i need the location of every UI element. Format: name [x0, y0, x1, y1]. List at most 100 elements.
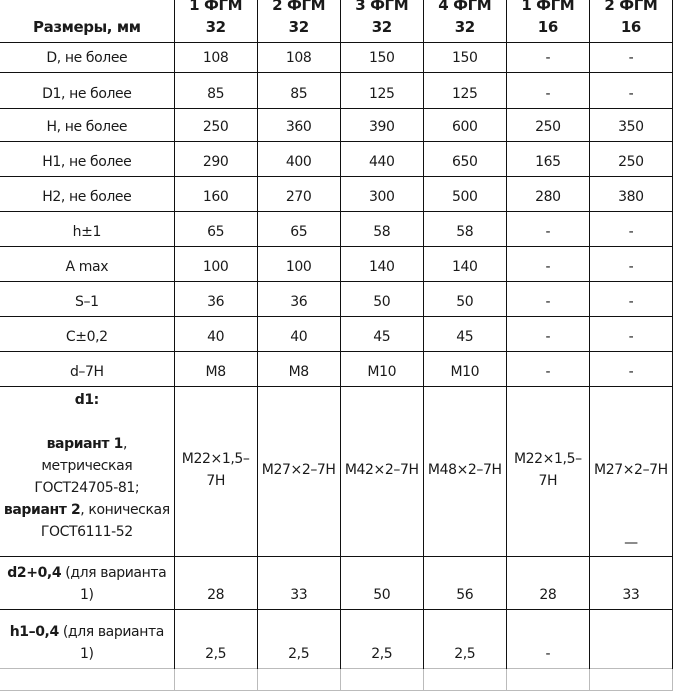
cell: 33: [256, 556, 341, 610]
cell: 650: [422, 141, 507, 177]
table-row: H1, не более 290 400 440 650 165 250: [0, 141, 673, 177]
header-col: 3 ФГМ 32: [339, 0, 424, 43]
row-label: h1–0,4 (для варианта 1): [0, 609, 175, 669]
cell: 290: [173, 141, 258, 177]
cell: -: [588, 246, 673, 282]
cell: 140: [422, 246, 507, 282]
cell: M27×2–7H: [256, 386, 341, 557]
cell: 500: [422, 176, 507, 212]
table-row: S–1 36 36 50 50- -: [0, 281, 673, 317]
cell: M22×1,5–7H: [173, 386, 258, 557]
cell: 400: [256, 141, 341, 177]
cell: 150: [339, 42, 424, 73]
cell: -: [505, 72, 590, 109]
cell: 45: [422, 316, 507, 352]
cell: 33: [588, 556, 673, 610]
table-row: h±1 65 65 58 58- -: [0, 211, 673, 247]
cell: 270: [256, 176, 341, 212]
cell: 250: [588, 141, 673, 177]
cell: 165: [505, 141, 590, 177]
row-label: H, не более: [0, 108, 175, 142]
cell: -: [588, 316, 673, 352]
header-col: 2 ФГМ 32: [256, 0, 341, 43]
cell: 28: [173, 556, 258, 610]
cell: -: [505, 351, 590, 387]
cell: 125: [339, 72, 424, 109]
cell: 2,5: [173, 609, 258, 669]
cell: -: [588, 351, 673, 387]
cell: 50: [339, 556, 424, 610]
cell: 85: [256, 72, 341, 109]
cell: -: [505, 316, 590, 352]
cell: 125: [422, 72, 507, 109]
cell: 108: [173, 42, 258, 73]
cell: M42×2–7H: [339, 386, 424, 557]
cell: 160: [173, 176, 258, 212]
cell: 50: [339, 281, 424, 317]
cell: 2,5: [422, 609, 507, 669]
cell: [588, 609, 673, 669]
row-label: h±1: [0, 211, 175, 247]
cell: 65: [173, 211, 258, 247]
header-label: Размеры, мм: [0, 0, 175, 43]
row-label: C±0,2: [0, 316, 175, 352]
table-row: D1, не более 85 85 125 125- -: [0, 72, 673, 109]
cell: 440: [339, 141, 424, 177]
cell: 2,5: [339, 609, 424, 669]
cell: 2,5: [256, 609, 341, 669]
table-row: H2, не более 160 270 300 500 280 380: [0, 176, 673, 212]
cell: 40: [173, 316, 258, 352]
cell: -: [505, 211, 590, 247]
table-row-d2: d2+0,4 (для варианта 1) 28 33 50 56 28 3…: [0, 556, 673, 610]
cell: 85: [173, 72, 258, 109]
table-row: A max 100 100 140 140- -: [0, 246, 673, 282]
cell: -: [505, 246, 590, 282]
table-row-empty: [0, 668, 673, 691]
table-row-h1: h1–0,4 (для варианта 1) 2,5 2,5 2,5 2,5 …: [0, 609, 673, 669]
row-label: H2, не более: [0, 176, 175, 212]
row-label: d1: вариант 1, метрическая ГОСТ24705-81;…: [0, 386, 175, 557]
cell: M10: [422, 351, 507, 387]
cell: 100: [173, 246, 258, 282]
cell: 390: [339, 108, 424, 142]
header-col: 1 ФГМ 32: [173, 0, 258, 43]
cell: 36: [173, 281, 258, 317]
cell: -: [588, 42, 673, 73]
cell: -: [505, 281, 590, 317]
cell: -: [505, 609, 590, 669]
header-col: 4 ФГМ 32: [422, 0, 507, 43]
table-row: H, не более 250 360 390 600 250 350: [0, 108, 673, 142]
cell: 250: [173, 108, 258, 142]
row-label: d2+0,4 (для варианта 1): [0, 556, 175, 610]
cell: -: [588, 281, 673, 317]
cell: 140: [339, 246, 424, 282]
dash: —: [624, 535, 638, 551]
header-row: Размеры, мм 1 ФГМ 32 2 ФГМ 32 3 ФГМ 32 4 ФГ…: [0, 0, 673, 43]
row-label: D, не более: [0, 42, 175, 73]
cell: 300: [339, 176, 424, 212]
cell: 380: [588, 176, 673, 212]
cell: 45: [339, 316, 424, 352]
cell: 280: [505, 176, 590, 212]
cell: 40: [256, 316, 341, 352]
cell: 600: [422, 108, 507, 142]
table-row: d–7H M8 M8 M10 M10- -: [0, 351, 673, 387]
cell: 108: [256, 42, 341, 73]
cell: 58: [422, 211, 507, 247]
cell: M48×2–7H: [422, 386, 507, 557]
cell: 36: [256, 281, 341, 317]
cell: M27×2–7H —: [588, 386, 673, 557]
cell: M8: [256, 351, 341, 387]
header-col: 2 ФГМ 16: [588, 0, 673, 43]
cell: M8: [173, 351, 258, 387]
cell: M22×1,5–7H: [505, 386, 590, 557]
row-label: A max: [0, 246, 175, 282]
cell: 58: [339, 211, 424, 247]
cell: 350: [588, 108, 673, 142]
cell: 50: [422, 281, 507, 317]
cell: -: [505, 42, 590, 73]
row-label: H1, не более: [0, 141, 175, 177]
cell: -: [588, 211, 673, 247]
cell: 100: [256, 246, 341, 282]
